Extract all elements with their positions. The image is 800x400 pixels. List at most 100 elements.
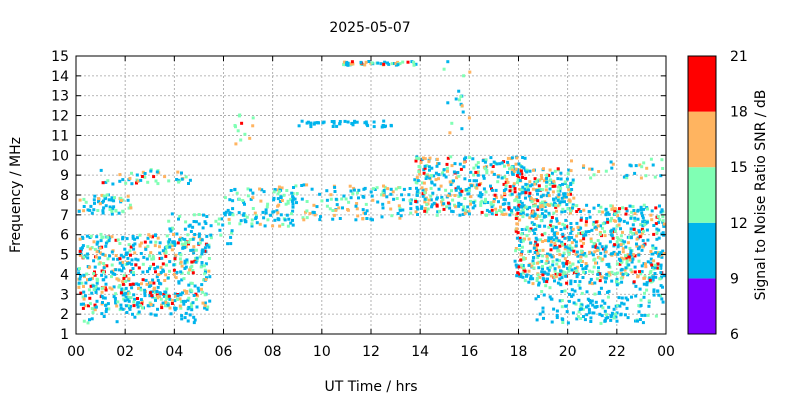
snr-point: [141, 270, 145, 274]
snr-point: [515, 195, 519, 199]
snr-point: [164, 254, 168, 258]
snr-point: [435, 197, 439, 201]
snr-point: [207, 245, 211, 249]
snr-point: [539, 204, 543, 208]
snr-point: [193, 318, 197, 322]
snr-point: [122, 288, 126, 292]
snr-point: [549, 243, 553, 247]
snr-point: [626, 316, 630, 320]
snr-point: [344, 197, 348, 201]
snr-point: [552, 197, 555, 201]
snr-point: [165, 234, 169, 238]
snr-point: [156, 236, 160, 240]
snr-point: [508, 167, 511, 171]
snr-point: [291, 218, 294, 222]
snr-point: [569, 169, 573, 173]
snr-point: [645, 283, 649, 287]
snr-point: [604, 213, 608, 217]
snr-point: [179, 236, 182, 240]
snr-point: [524, 191, 528, 195]
snr-point: [555, 217, 559, 221]
snr-point: [355, 120, 359, 124]
snr-point: [637, 259, 641, 263]
snr-point: [192, 294, 196, 297]
snr-point: [595, 227, 598, 231]
snr-point: [619, 238, 623, 242]
snr-point: [610, 230, 614, 234]
snr-point: [504, 184, 508, 188]
snr-point: [523, 269, 527, 273]
snr-point: [613, 272, 617, 276]
snr-point: [633, 171, 637, 175]
snr-point: [454, 205, 458, 209]
snr-point: [536, 208, 540, 212]
snr-point: [197, 232, 201, 236]
snr-point: [489, 156, 493, 160]
snr-point: [90, 291, 94, 295]
snr-point: [82, 302, 85, 306]
snr-point: [522, 257, 526, 261]
snr-point: [143, 291, 147, 295]
snr-point: [550, 171, 554, 175]
snr-point: [331, 217, 335, 221]
snr-point: [182, 246, 186, 250]
snr-point: [176, 178, 180, 182]
snr-point: [93, 270, 96, 274]
y-tick-label: 14: [51, 69, 69, 85]
snr-point: [189, 302, 193, 306]
y-tick-label: 9: [60, 168, 69, 184]
snr-point: [525, 170, 529, 174]
snr-point: [425, 164, 429, 168]
snr-point: [589, 176, 593, 180]
snr-point: [143, 294, 147, 298]
snr-point: [477, 183, 481, 187]
snr-point: [108, 236, 112, 240]
snr-point: [188, 223, 192, 227]
snr-point: [173, 299, 177, 303]
snr-point: [246, 194, 250, 198]
snr-point: [279, 213, 283, 217]
snr-point: [305, 209, 309, 213]
snr-point: [562, 251, 566, 255]
snr-point: [450, 189, 453, 193]
snr-point: [520, 228, 524, 231]
y-axis-label: Frequency / MHz: [8, 137, 24, 253]
snr-point: [505, 178, 509, 181]
snr-point: [624, 256, 628, 260]
snr-point: [112, 199, 116, 203]
snr-point: [502, 182, 506, 186]
snr-point: [460, 189, 464, 193]
snr-point: [183, 242, 187, 246]
snr-point: [628, 204, 632, 208]
snr-point: [621, 247, 625, 251]
snr-point: [535, 279, 539, 282]
x-tick-label: 18: [510, 344, 528, 360]
snr-point: [452, 170, 456, 174]
snr-point: [141, 170, 145, 174]
snr-point: [341, 206, 344, 210]
snr-point: [112, 295, 116, 299]
snr-point: [506, 156, 510, 160]
snr-point: [661, 300, 665, 304]
snr-point: [517, 192, 521, 196]
snr-point: [164, 249, 168, 253]
snr-point: [167, 219, 171, 223]
snr-point: [563, 226, 567, 230]
snr-point: [276, 197, 280, 201]
snr-point: [462, 165, 466, 169]
snr-point: [642, 207, 646, 211]
snr-point: [379, 62, 383, 66]
snr-point: [469, 199, 473, 203]
snr-point: [129, 206, 133, 210]
snr-point: [549, 178, 553, 182]
snr-point: [635, 244, 639, 248]
snr-point: [628, 246, 632, 250]
snr-point: [575, 265, 579, 269]
snr-point: [417, 157, 421, 161]
snr-point: [94, 290, 98, 294]
snr-point: [99, 168, 103, 172]
snr-point: [467, 116, 471, 120]
snr-point: [206, 305, 210, 309]
snr-point: [620, 260, 623, 264]
snr-point: [594, 305, 598, 309]
